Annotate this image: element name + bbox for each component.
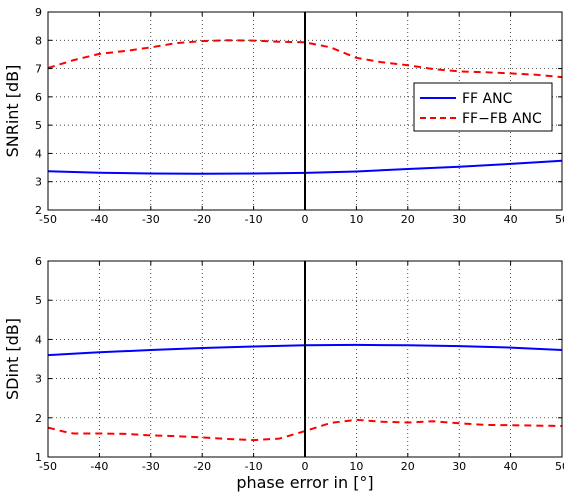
snr-y-axis-label: SNRint [dB] [3,65,22,158]
snr-y-tick-label: 2 [35,204,42,217]
sd-series-ff-fb-anc-line [47,418,563,442]
sd-y-tick-label: 3 [35,373,42,386]
x-axis-label: phase error in [°] [236,473,373,492]
sd-x-tick-label: 30 [452,460,466,473]
sd-x-tick-label: -10 [245,460,263,473]
sd-x-tick-label: 0 [302,460,309,473]
legend-label-ff-anc: FF ANC [462,91,513,107]
snr-x-tick-label: -30 [142,213,160,226]
snr-y-tick-label: 8 [35,34,42,47]
snr-x-tick-label: 10 [349,213,363,226]
sd-x-tick-label: 20 [401,460,415,473]
sd-y-tick-label: 1 [35,451,42,464]
sd-panel: -50 -40 -30 -20 -10 0 10 20 30 40 50 1 2 3 4 5 6 SDint [… [3,255,564,492]
snr-y-tick-label: 5 [35,119,42,132]
snr-x-tick-label: -20 [193,213,211,226]
snr-x-tick-label: -40 [90,213,108,226]
snr-x-tick-label: 20 [401,213,415,226]
sd-ticks: -50 -40 -30 -20 -10 0 10 20 30 40 50 1 2 3 4 5 6 [35,255,564,473]
sd-y-axis-label: SDint [dB] [3,318,22,400]
sd-y-tick-label: 2 [35,412,42,425]
snr-x-tick-label: 40 [504,213,518,226]
sd-x-tick-label: -20 [193,460,211,473]
snr-panel: -50 -40 -30 -20 -10 0 10 20 30 40 50 2 3 4 5 6 7 8 9 SNRin… [3,6,564,226]
snr-x-tick-label: -10 [245,213,263,226]
snr-x-tick-label: 50 [555,213,564,226]
legend: FF ANC FF−FB ANC [413,82,553,132]
snr-series-ff-fb-anc-line [47,39,563,79]
snr-x-tick-label: 30 [452,213,466,226]
sd-x-tick-label: -40 [90,460,108,473]
snr-ticks: -50 -40 -30 -20 -10 0 10 20 30 40 50 2 3 4 5 6 7 8 9 [35,6,564,226]
snr-y-tick-label: 7 [35,63,42,76]
snr-y-tick-label: 6 [35,91,42,104]
sd-y-tick-label: 6 [35,255,42,268]
legend-box [413,82,553,132]
sd-y-tick-label: 4 [35,333,42,346]
sd-x-tick-label: 10 [349,460,363,473]
sd-x-tick-label: 40 [504,460,518,473]
legend-label-ff-fb-anc: FF−FB ANC [462,111,542,127]
sd-y-tick-label: 5 [35,294,42,307]
sd-x-tick-label: -30 [142,460,160,473]
snr-y-tick-label: 9 [35,6,42,19]
sd-x-tick-label: -50 [39,460,57,473]
snr-x-tick-label: -50 [39,213,57,226]
snr-x-tick-label: 0 [302,213,309,226]
snr-y-tick-label: 4 [35,147,42,160]
sd-x-tick-label: 50 [555,460,564,473]
snr-y-tick-label: 3 [35,176,42,189]
